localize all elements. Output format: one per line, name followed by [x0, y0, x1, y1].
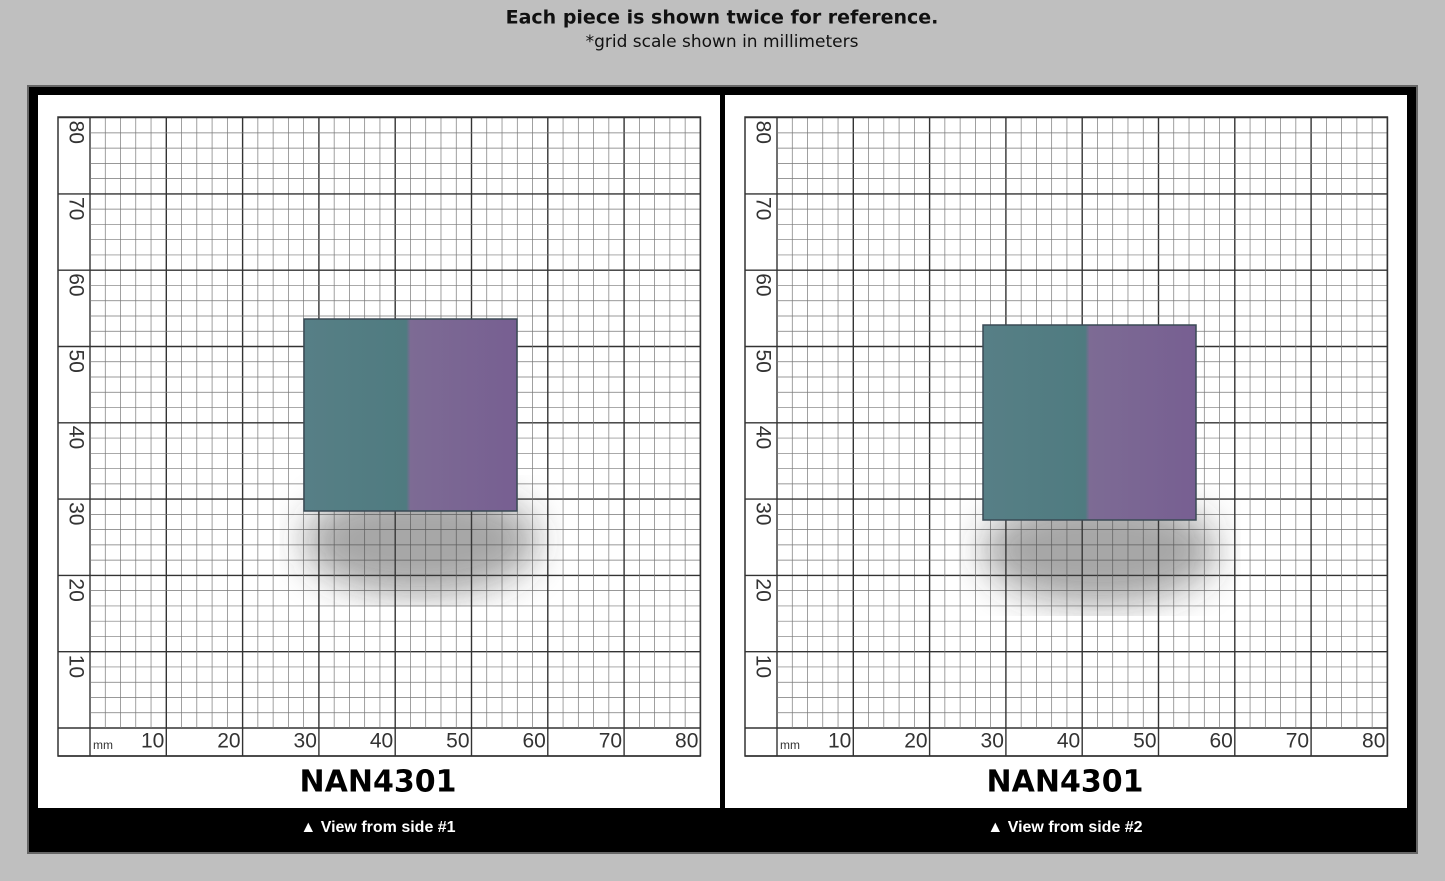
y-scale-label: 80 — [64, 121, 87, 144]
y-scale-label: 10 — [751, 655, 774, 678]
y-scale-label: 80 — [751, 121, 774, 144]
unit-label: mm — [780, 738, 800, 752]
unit-label: mm — [93, 738, 113, 752]
piece-shadow — [982, 495, 1217, 605]
piece-photo — [982, 324, 1197, 521]
y-scale-label: 30 — [64, 502, 87, 525]
y-scale-label: 50 — [64, 350, 87, 373]
x-scale-label: 60 — [1209, 730, 1232, 753]
title: Each piece is shown twice for reference. — [506, 7, 939, 29]
subtitle: *grid scale shown in millimeters — [586, 32, 859, 52]
piece-shadow — [303, 486, 538, 596]
y-scale-label: 30 — [751, 502, 774, 525]
y-scale-label: 60 — [64, 273, 87, 296]
x-scale-label: 70 — [1286, 730, 1309, 753]
x-scale-label: 80 — [1362, 730, 1385, 753]
grid-paper — [744, 116, 1389, 757]
y-scale-label: 60 — [751, 273, 774, 296]
view-caption: ▲ View from side #1 — [300, 819, 455, 836]
x-scale-label: 60 — [522, 730, 545, 753]
x-scale-label: 20 — [904, 730, 927, 753]
panel: mm 10 20 30 40 50 60 70 80 10 20 30 40 50 60 70 80 NAN430… — [38, 95, 720, 836]
x-scale-label: 10 — [828, 730, 851, 753]
y-scale-label: 50 — [751, 350, 774, 373]
x-scale-label: 80 — [675, 730, 698, 753]
product-code: NAN4301 — [300, 765, 457, 800]
y-scale-label: 70 — [64, 197, 87, 220]
view-caption: ▲ View from side #2 — [987, 819, 1142, 836]
y-scale-label: 40 — [64, 426, 87, 449]
x-scale-label: 50 — [1133, 730, 1156, 753]
panel: mm 10 20 30 40 50 60 70 80 10 20 30 40 50 60 70 80 NAN430… — [725, 95, 1407, 836]
y-scale-label: 40 — [751, 426, 774, 449]
x-scale-label: 70 — [599, 730, 622, 753]
piece-photo — [303, 318, 518, 512]
y-scale-label: 20 — [751, 578, 774, 601]
x-scale-label: 50 — [446, 730, 469, 753]
x-scale-label: 20 — [217, 730, 240, 753]
y-scale-label: 20 — [64, 578, 87, 601]
x-scale-label: 30 — [294, 730, 317, 753]
x-scale-label: 40 — [1057, 730, 1080, 753]
x-scale-label: 30 — [981, 730, 1004, 753]
y-scale-label: 70 — [751, 197, 774, 220]
panels: mm 10 20 30 40 50 60 70 80 10 20 30 40 50 60 70 80 NAN430… — [38, 95, 1407, 836]
x-scale-label: 10 — [141, 730, 164, 753]
x-scale-label: 40 — [370, 730, 393, 753]
y-scale-label: 10 — [64, 655, 87, 678]
product-code: NAN4301 — [987, 765, 1144, 800]
